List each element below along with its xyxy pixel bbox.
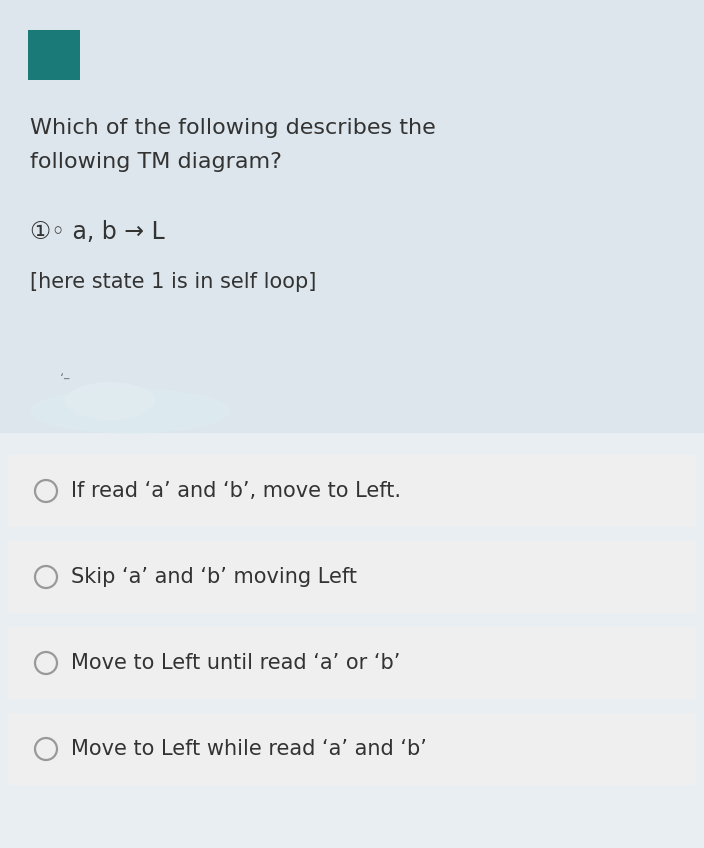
Text: [here state 1 is in self loop]: [here state 1 is in self loop] [30,272,316,292]
Bar [28,30,80,80]
Text: ①◦ a, b → L: ①◦ a, b → L [30,220,165,244]
Text: Move to Left until read ‘a’ or ‘b’: Move to Left until read ‘a’ or ‘b’ [71,653,401,673]
Bar [8,713,696,785]
Text: Which of the following describes the: Which of the following describes the [30,118,436,138]
Bar [0,0,704,433]
Ellipse shape [30,388,230,433]
Text: following TM diagram?: following TM diagram? [30,152,282,172]
Text: If read ‘a’ and ‘b’, move to Left.: If read ‘a’ and ‘b’, move to Left. [71,481,401,501]
Text: Skip ‘a’ and ‘b’ moving Left: Skip ‘a’ and ‘b’ moving Left [71,567,357,587]
Bar [8,627,696,699]
Ellipse shape [65,382,155,420]
Text: Move to Left while read ‘a’ and ‘b’: Move to Left while read ‘a’ and ‘b’ [71,739,427,759]
Bar [8,541,696,613]
Bar [8,455,696,527]
Text: ‘–: ‘– [60,372,71,386]
